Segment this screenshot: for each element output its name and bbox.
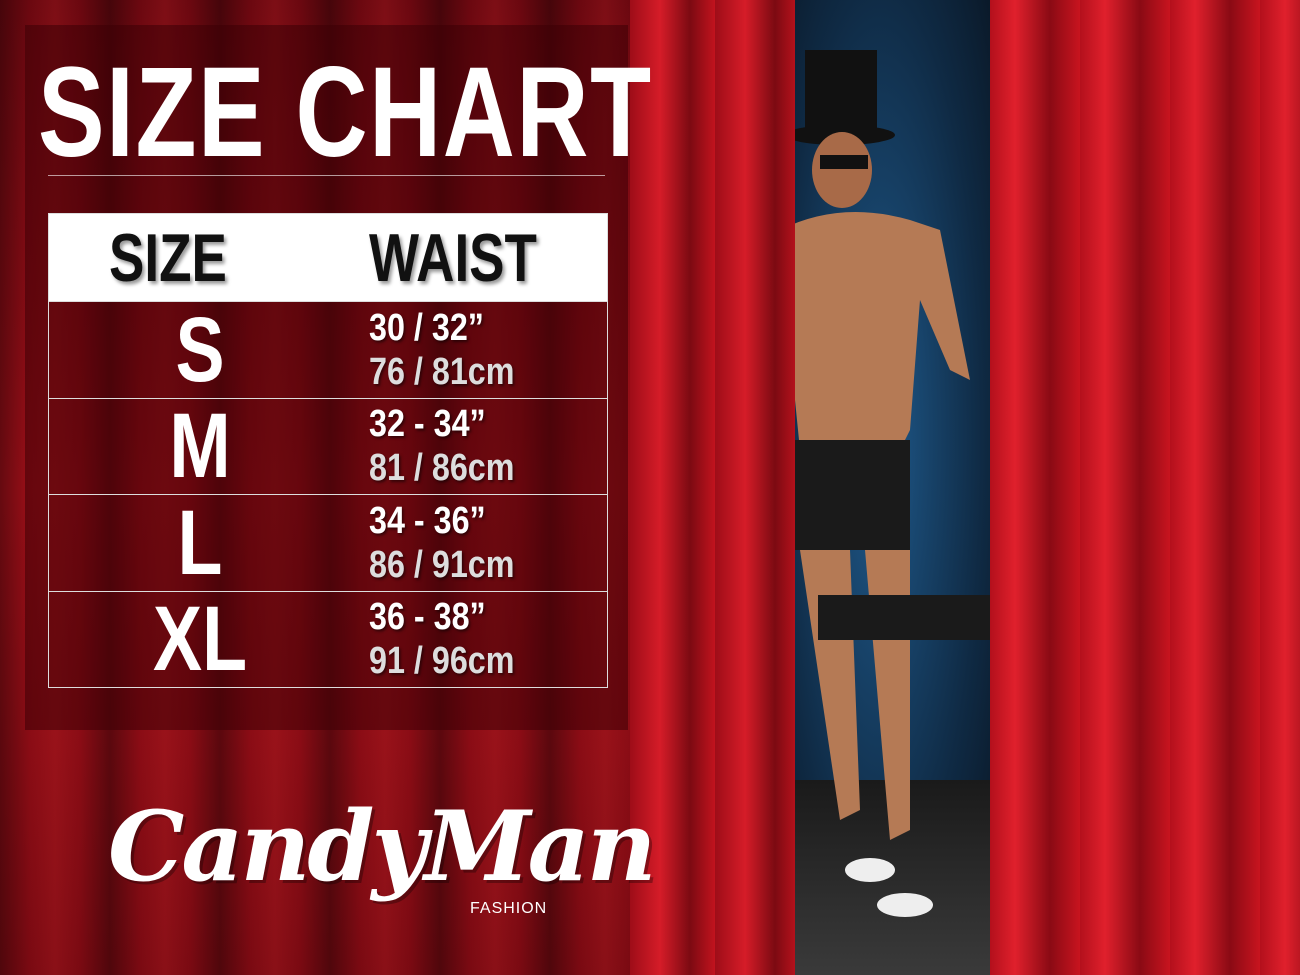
waist-inches: 36 - 38” [369,596,486,639]
size-chart-panel [25,25,628,730]
size-label: S [175,298,225,401]
waist-cm: 86 / 91cm [369,543,515,586]
size-table: SIZE WAIST S 30 / 32” 76 / 81cm M 32 - 34… [48,213,608,688]
curtain-left [630,0,795,975]
table-row: L 34 - 36” 86 / 91cm [49,494,607,591]
size-label: L [177,491,223,594]
title-divider [48,175,605,176]
table-row: M 32 - 34” 81 / 86cm [49,395,607,498]
brand-logo: CandyMan [108,790,657,903]
table-row: XL 36 - 38” 91 / 96cm [49,588,607,691]
waist-inches: 34 - 36” [369,499,486,542]
size-label: XL [152,588,248,691]
table-header: SIZE WAIST [49,214,607,301]
waist-cm: 81 / 86cm [369,447,515,490]
model-photo [770,50,990,917]
curtain-right [990,0,1300,975]
brand-subtitle: FASHION [470,900,548,917]
page-title: SIZE CHART [38,41,653,184]
waist-cm: 76 / 81cm [369,350,515,393]
table-row: S 30 / 32” 76 / 81cm [49,301,607,398]
waist-inches: 30 / 32” [369,306,484,349]
waist-cm: 91 / 96cm [369,640,515,683]
waist-inches: 32 - 34” [369,403,486,446]
size-label: M [169,395,231,498]
header-waist: WAIST [369,219,537,296]
header-size: SIZE [109,219,227,296]
